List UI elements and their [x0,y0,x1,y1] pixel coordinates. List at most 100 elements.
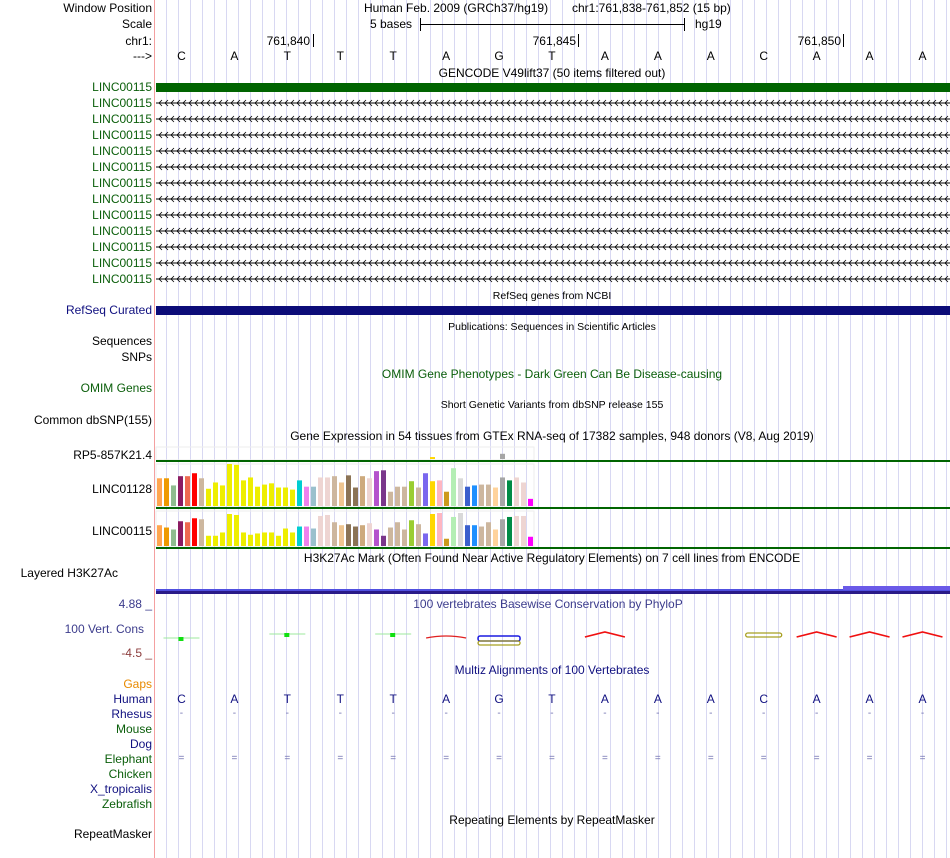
gtex-bar[interactable] [388,491,393,506]
gtex-bar[interactable] [248,534,253,546]
gtex-bar[interactable] [276,535,281,546]
gtex-bar[interactable] [458,513,463,546]
gtex-bar[interactable] [444,538,449,546]
gtex-bar[interactable] [493,487,498,506]
gtex-bar[interactable] [444,491,449,506]
gtex-bar[interactable] [430,457,435,459]
gtex-bar[interactable] [297,480,302,506]
gtex-bar[interactable] [157,525,162,546]
omim-label[interactable]: OMIM Genes [80,381,152,395]
gtex-bar[interactable] [178,476,183,506]
gtex-bar[interactable] [325,514,330,546]
gencode-item-label[interactable]: LINC00115 [92,112,152,126]
gtex-bar[interactable] [451,468,456,506]
repeatmasker-label[interactable]: RepeatMasker [73,827,152,841]
gtex-bar[interactable] [507,516,512,546]
species-label[interactable]: Dog [129,737,152,751]
gencode-item-label[interactable]: LINC00115 [92,240,152,254]
gtex-bar[interactable] [409,520,414,546]
gtex-bar[interactable] [374,471,379,506]
sequences-label[interactable]: Sequences [91,334,152,348]
gtex-bar[interactable] [381,470,386,506]
gtex-bar[interactable] [416,524,421,546]
refseq-label[interactable]: RefSeq Curated [65,303,152,317]
gtex-bar[interactable] [318,515,323,546]
gtex-bar[interactable] [311,486,316,506]
gtex-bar[interactable] [367,478,372,506]
species-label[interactable]: Human [113,692,152,706]
gtex-bar[interactable] [374,529,379,547]
gtex-bar[interactable] [255,486,260,506]
gtex-bar[interactable] [472,485,477,506]
gtex-bar[interactable] [507,480,512,506]
gtex-bar[interactable] [171,485,176,506]
gtex-bar[interactable] [395,522,400,546]
gtex-bar[interactable] [185,522,190,546]
gtex-bar[interactable] [486,522,491,546]
gtex-bar[interactable] [262,532,267,546]
gtex-bar[interactable] [297,526,302,546]
gtex-bar[interactable] [521,515,526,546]
gencode-item-label[interactable]: LINC00115 [92,128,152,142]
gene-intron-line[interactable] [156,225,950,237]
gtex-bar[interactable] [465,525,470,546]
gtex-bar[interactable] [332,522,337,546]
gtex-bar[interactable] [423,473,428,506]
gtex-bar[interactable] [423,533,428,546]
species-label[interactable]: Mouse [115,722,152,736]
gtex-bar[interactable] [199,478,204,506]
gtex-bar[interactable] [388,527,393,546]
gtex-bar[interactable] [521,482,526,506]
gene-intron-line[interactable] [156,161,950,173]
gtex-bar[interactable] [493,529,498,547]
species-label[interactable]: X_tropicalis [89,782,152,796]
species-label[interactable]: Zebrafish [101,797,152,811]
gtex-bar[interactable] [199,519,204,546]
gtex-bar[interactable] [409,481,414,506]
gtex-bar[interactable] [234,514,239,546]
species-label[interactable]: Chicken [108,767,152,781]
gene-intron-line[interactable] [156,177,950,189]
gene-intron-line[interactable] [156,113,950,125]
gtex-bar[interactable] [367,523,372,546]
gtex-bar[interactable] [255,533,260,546]
gtex-gene-label[interactable]: RP5-857K21.4 [73,448,152,462]
gtex-bar[interactable] [269,483,274,506]
species-label[interactable]: Elephant [104,752,152,766]
gencode-item-label[interactable]: LINC00115 [92,160,152,174]
gtex-bar[interactable] [346,475,351,506]
gene-intron-line[interactable] [156,241,950,253]
gtex-bar[interactable] [192,473,197,506]
gtex-bar[interactable] [248,477,253,506]
gtex-bar[interactable] [206,535,211,546]
gencode-item-label[interactable]: LINC00115 [92,224,152,238]
gencode-item-label[interactable]: LINC00115 [92,256,152,270]
gtex-bar[interactable] [185,476,190,506]
gtex-bar[interactable] [220,485,225,506]
gtex-bar[interactable] [465,486,470,506]
h3k27ac-label[interactable]: Layered H3K27Ac [20,566,118,580]
gtex-bar[interactable] [514,515,519,546]
gtex-bar[interactable] [157,478,162,506]
gtex-bar[interactable] [290,489,295,506]
gtex-bar[interactable] [283,528,288,546]
gtex-bar[interactable] [234,464,239,506]
gtex-bar[interactable] [241,480,246,506]
gtex-bar[interactable] [395,486,400,506]
gtex-bar[interactable] [304,486,309,506]
gtex-bar[interactable] [213,535,218,546]
gtex-bar[interactable] [276,487,281,506]
gtex-bar[interactable] [451,516,456,546]
refseq-gene-bar[interactable] [156,306,950,315]
gtex-bar[interactable] [171,529,176,547]
gtex-bar[interactable] [206,488,211,506]
gene-intron-line[interactable] [156,257,950,269]
gtex-bar[interactable] [213,482,218,506]
gtex-bar[interactable] [241,532,246,546]
gtex-bar[interactable] [227,513,232,546]
gtex-bar[interactable] [430,513,435,546]
gencode-item-label[interactable]: LINC00115 [92,96,152,110]
gene-intron-line[interactable] [156,129,950,141]
gtex-bar[interactable] [290,532,295,546]
gtex-bar[interactable] [472,525,477,546]
